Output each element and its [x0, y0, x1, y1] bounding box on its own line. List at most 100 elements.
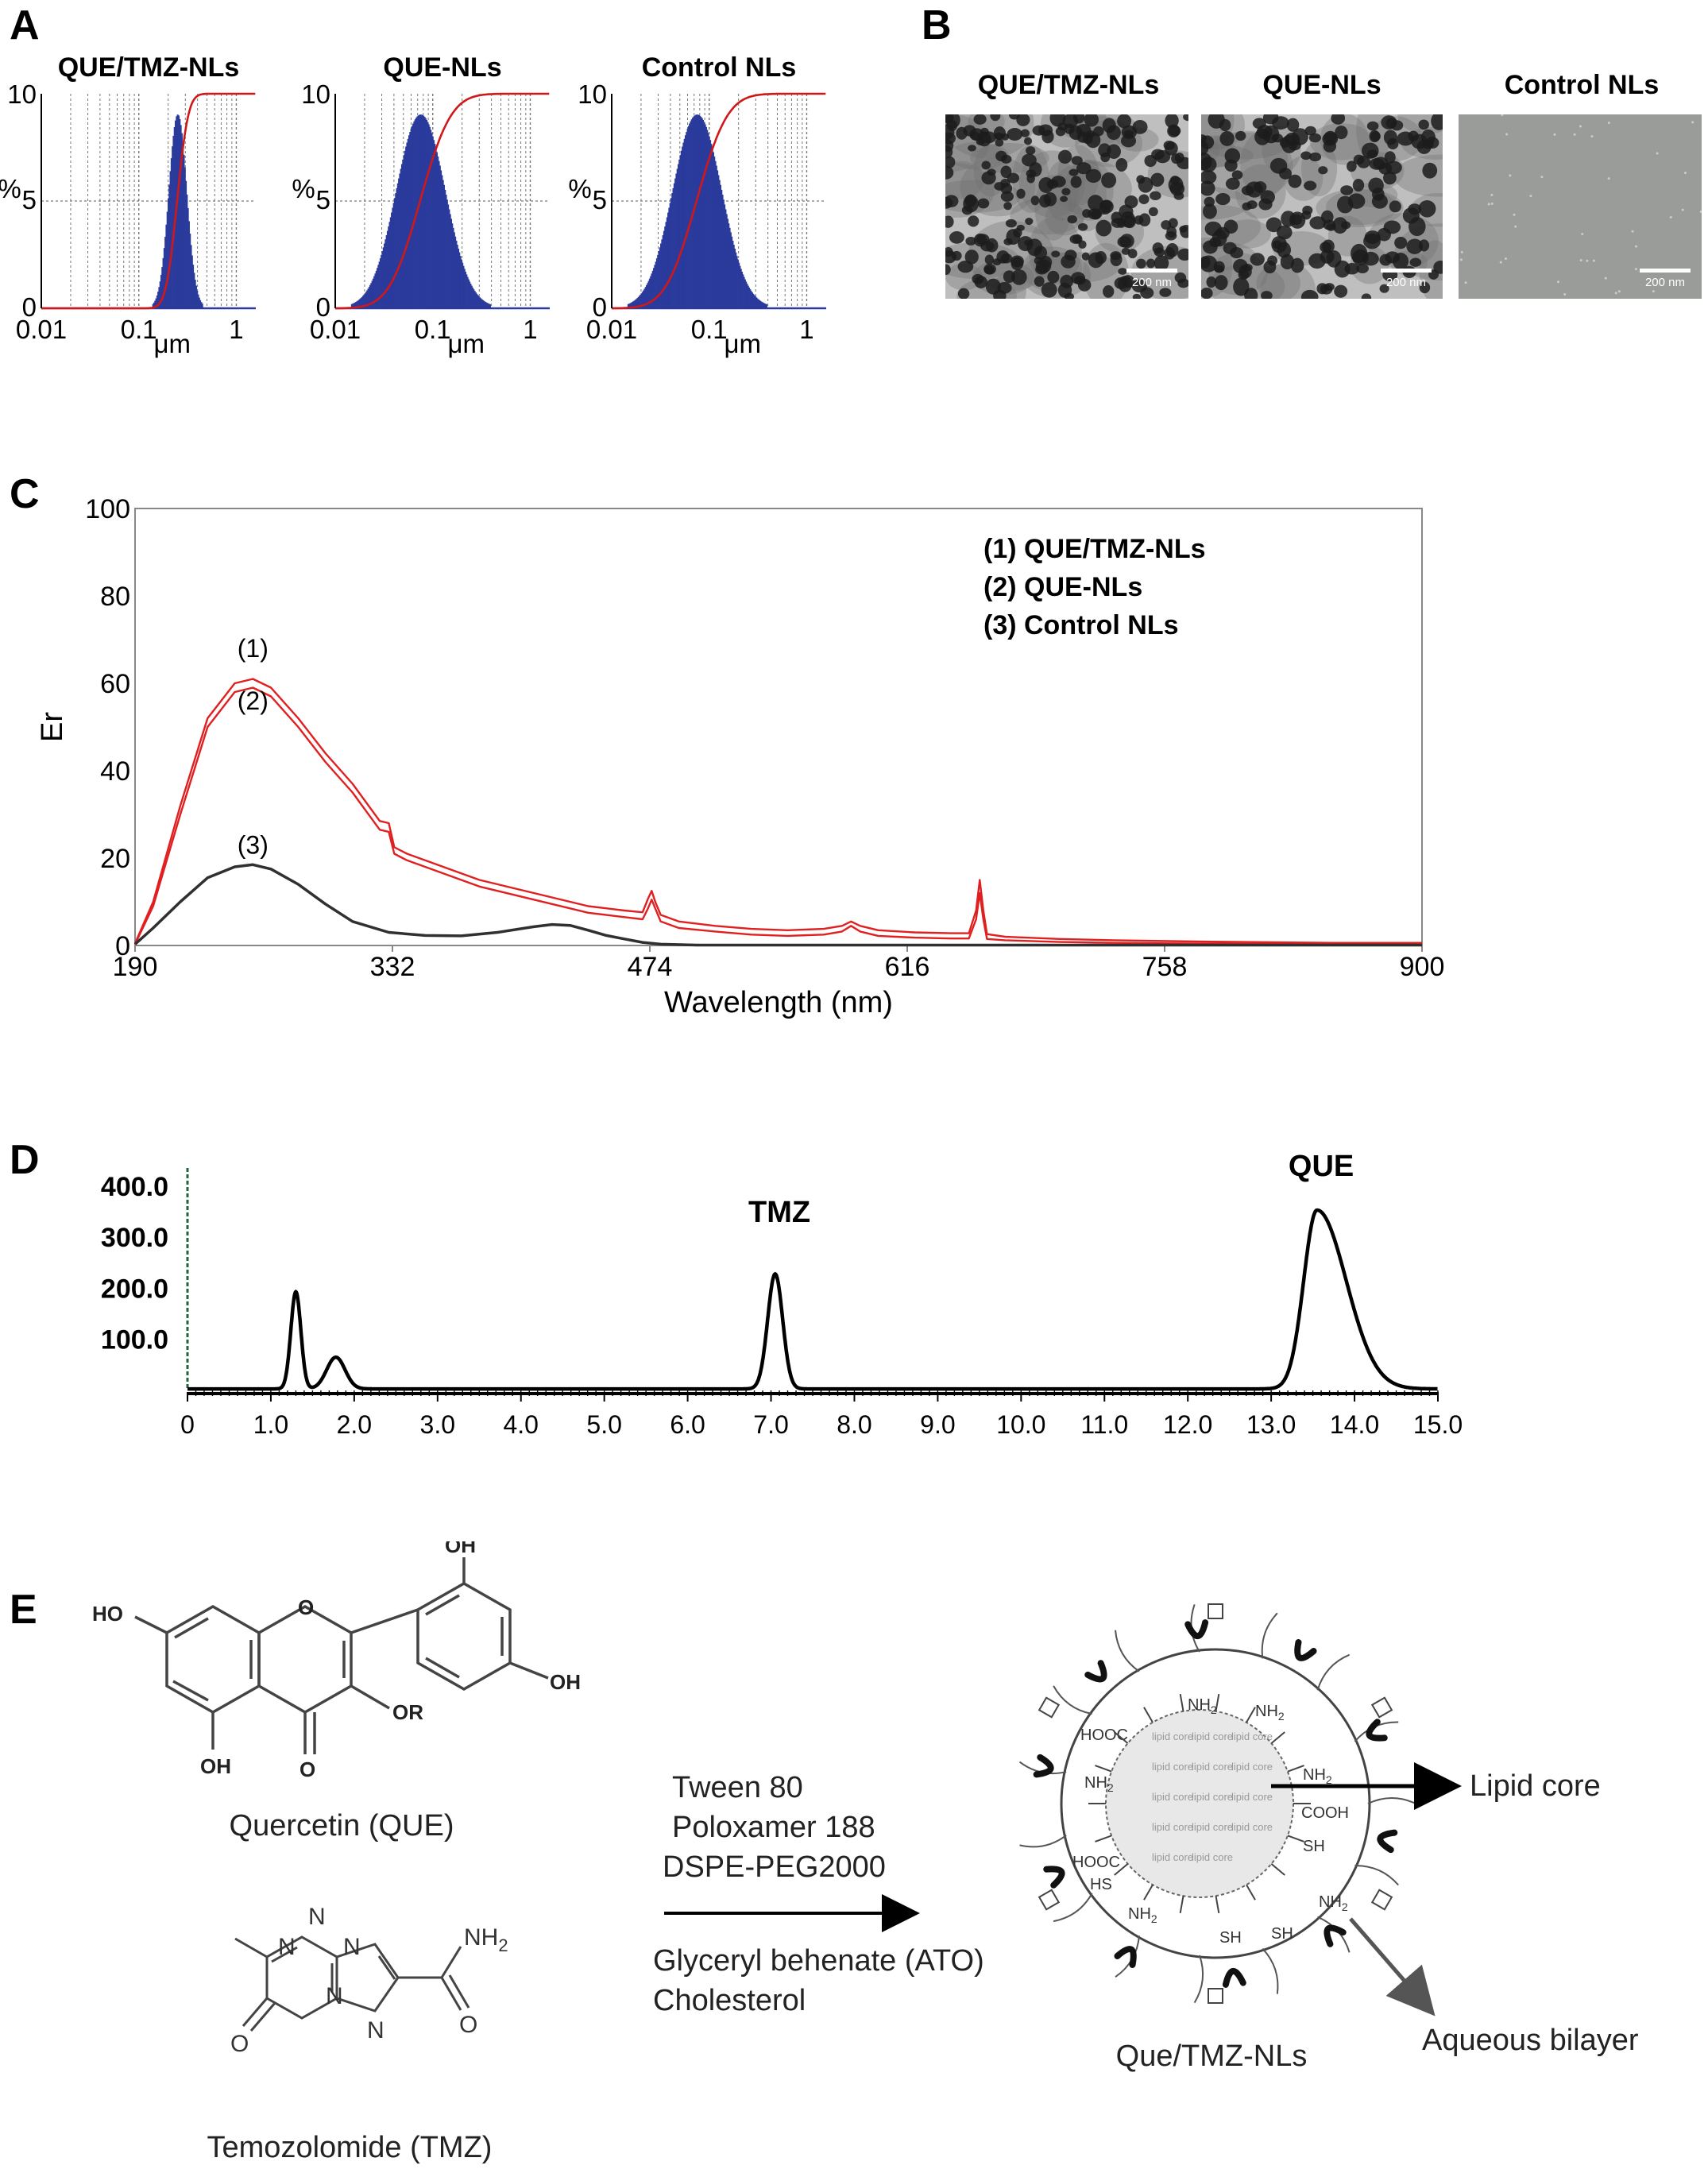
histogram-title-3: Control NLs	[642, 52, 797, 83]
targeting-ligand	[1184, 1619, 1209, 1640]
tem-particle	[945, 139, 954, 153]
que-atom-o-ketone: O	[299, 1757, 315, 1781]
targeting-ligand	[1114, 1946, 1137, 1968]
lipid-core-label: Lipid core	[1470, 1769, 1601, 1803]
tem-particle	[1148, 207, 1158, 217]
tem-particle	[1084, 114, 1099, 127]
y-tick-label: 60	[100, 669, 130, 699]
x-tick-label: 14.0	[1330, 1410, 1379, 1439]
tem-particle	[1095, 251, 1107, 265]
tem-particle	[1334, 284, 1348, 298]
tem-speck	[1490, 202, 1494, 205]
tem-particle	[1029, 162, 1042, 177]
x-tick-label: 1	[523, 315, 537, 344]
tem-speck	[1504, 257, 1507, 260]
tem-particle	[1203, 240, 1218, 254]
tem-speck	[1634, 245, 1637, 248]
tem-speck	[1617, 290, 1621, 293]
tem-particle	[965, 236, 976, 246]
tem-particle	[1177, 278, 1188, 288]
nanoparticle-caption: Que/TMZ-NLs	[1116, 2040, 1308, 2073]
y-tick-label: 5	[593, 185, 607, 215]
tem-particle	[1285, 132, 1300, 146]
quercetin-caption: Quercetin (QUE)	[230, 1809, 454, 1843]
core-scribble: lipid core	[1192, 1761, 1233, 1773]
tem-particle	[1201, 256, 1211, 269]
reagent-4: Glyceryl behenate (ATO)	[653, 1944, 984, 1978]
panel-letter-b: B	[922, 2, 952, 48]
tem-particle	[1064, 292, 1075, 299]
tem-particle	[1309, 152, 1322, 162]
tem-particle	[1000, 179, 1011, 188]
tem-particle	[1271, 236, 1287, 253]
tem-particle	[1242, 202, 1252, 211]
x-tick-label: 900	[1400, 952, 1445, 982]
tem-particle	[1068, 168, 1079, 176]
tem-particle	[1077, 222, 1088, 231]
core-scribble: lipid core	[1192, 1791, 1233, 1803]
core-scribble: lipid core	[1231, 1761, 1273, 1773]
spectrum-line-2	[133, 686, 1422, 945]
tem-title-3: Control NLs	[1504, 70, 1660, 100]
tem-particle	[1117, 236, 1132, 248]
tem-speck	[1505, 133, 1509, 136]
tem-particle	[1023, 137, 1033, 145]
tem-particle	[973, 114, 987, 125]
tem-particle	[1034, 276, 1045, 287]
tem-particles-3	[1459, 114, 1702, 296]
tem-particle	[1111, 218, 1124, 228]
tem-particle	[1318, 166, 1328, 175]
tem-particle	[1168, 218, 1178, 229]
tem-particle	[1011, 257, 1024, 271]
ligand-stub	[1215, 1693, 1220, 1711]
plot-frame	[134, 508, 1423, 946]
tem-particle	[1263, 260, 1277, 274]
tem-particle	[1146, 258, 1156, 269]
tem-particle	[1300, 151, 1312, 160]
tem-particle	[1252, 118, 1266, 130]
tmz-atom-n2: N	[308, 1904, 326, 1930]
reagent-2: Poloxamer 188	[672, 1811, 875, 1844]
x-axis-label: μm	[447, 329, 485, 358]
cumulative-curve	[335, 92, 550, 310]
tem-particle	[1231, 170, 1243, 180]
tem-particle	[1102, 118, 1116, 133]
tem-particle	[1164, 141, 1178, 156]
tem-speck	[1563, 293, 1567, 296]
tem-particle	[1123, 215, 1136, 229]
tem-speck	[1513, 213, 1516, 216]
tem-speck	[1607, 177, 1610, 180]
y-tick-label: 400.0	[101, 1172, 168, 1202]
tem-particle	[1110, 251, 1122, 261]
tem-particle	[1215, 192, 1231, 206]
x-tick-label: 0	[180, 1410, 195, 1439]
x-tick-label: 3.0	[420, 1410, 455, 1439]
tem-speck	[1614, 292, 1617, 295]
peg-tail	[1316, 1653, 1351, 1691]
tem-particle	[1088, 195, 1103, 211]
y-tick-label: 0	[22, 292, 37, 322]
tem-image-que-tmz: 200 nm	[945, 114, 1188, 299]
curve-label-2: (2)	[238, 686, 269, 715]
surface-marker	[1370, 1696, 1393, 1719]
tem-particle	[1366, 121, 1379, 131]
tem-particle	[1281, 211, 1296, 227]
tem-particle	[1047, 270, 1060, 284]
tem-particle	[1120, 134, 1137, 148]
curve-label-1: (1)	[238, 634, 269, 663]
tem-particle	[1390, 120, 1404, 131]
que-atom-oh-right: OH	[550, 1670, 581, 1694]
tem-background-blotch	[1320, 114, 1369, 165]
tem-particle	[1326, 223, 1336, 231]
peak-label-que: QUE	[1289, 1150, 1354, 1183]
tem-particle	[1361, 293, 1372, 299]
tem-particle	[1269, 157, 1288, 174]
tem-particle	[984, 254, 995, 265]
tem-particle	[1394, 237, 1408, 249]
curve-label-3: (3)	[238, 831, 269, 860]
core-scribble: lipid core	[1231, 1730, 1273, 1742]
panel-c-uv-spectra: 0 20 40 60 80 100 190 332 474 616 758 900 Wavelength…	[36, 494, 1445, 1019]
tem-particle	[1214, 265, 1225, 273]
tem-particle	[1011, 269, 1027, 285]
